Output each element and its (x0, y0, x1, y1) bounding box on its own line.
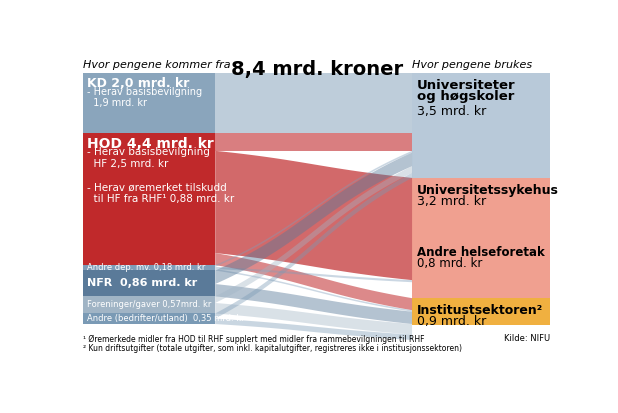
Text: Universiteter: Universiteter (417, 79, 515, 92)
Text: 0,9 mrd. kr: 0,9 mrd. kr (417, 315, 486, 328)
Bar (83, 133, 215, 265)
Text: KD 2,0 mrd. kr: KD 2,0 mrd. kr (87, 76, 190, 90)
Text: Universitetssykehus: Universitetssykehus (417, 184, 559, 197)
Polygon shape (215, 151, 412, 280)
Polygon shape (215, 133, 412, 151)
Polygon shape (215, 253, 412, 310)
Polygon shape (215, 151, 412, 267)
Text: - Herav basisbevilgning
  HF 2,5 mrd. kr

- Herav øremerket tilskudd
  til HF fr: - Herav basisbevilgning HF 2,5 mrd. kr -… (87, 147, 235, 204)
Text: Andre (bedrifter/utland)  0,35 mrd. kr: Andre (bedrifter/utland) 0,35 mrd. kr (87, 314, 244, 323)
Bar (83, 297, 215, 313)
Bar (83, 313, 215, 324)
Text: Andre helseforetak: Andre helseforetak (417, 247, 544, 259)
Polygon shape (215, 166, 412, 303)
Text: Foreninger/gaver 0,57mrd. kr: Foreninger/gaver 0,57mrd. kr (87, 300, 211, 309)
Bar (412, 178, 550, 298)
Polygon shape (215, 318, 412, 340)
Polygon shape (215, 267, 412, 282)
Text: NFR  0,86 mrd. kr: NFR 0,86 mrd. kr (87, 278, 198, 288)
Text: - Herav basisbevilgning
  1,9 mrd. kr: - Herav basisbevilgning 1,9 mrd. kr (87, 86, 203, 108)
Bar (412, 298, 550, 325)
Bar (412, 73, 550, 178)
Bar (83, 271, 215, 297)
Polygon shape (215, 269, 412, 312)
Text: 3,2 mrd. kr: 3,2 mrd. kr (417, 195, 486, 208)
Text: Kilde: NIFU: Kilde: NIFU (504, 335, 550, 344)
Polygon shape (215, 303, 412, 335)
Bar (83, 73, 215, 133)
Text: Andre dep. mv. 0,18 mrd. kr: Andre dep. mv. 0,18 mrd. kr (87, 263, 205, 272)
Text: 8,4 mrd. kroner: 8,4 mrd. kroner (231, 60, 404, 79)
Text: 0,8 mrd. kr: 0,8 mrd. kr (417, 257, 482, 270)
Polygon shape (215, 173, 412, 318)
Text: og høgskoler: og høgskoler (417, 90, 514, 102)
Text: Hvor pengene brukes: Hvor pengene brukes (412, 60, 532, 70)
Polygon shape (215, 73, 412, 133)
Text: 3,5 mrd. kr: 3,5 mrd. kr (417, 105, 486, 118)
Bar (83, 265, 215, 271)
Text: Institustsektoren²: Institustsektoren² (417, 304, 543, 317)
Text: Hvor pengene kommer fra: Hvor pengene kommer fra (83, 60, 231, 70)
Text: ¹ Øremerkede midler fra HOD til RHF supplert med midler fra rammebevilgningen ti: ¹ Øremerkede midler fra HOD til RHF supp… (83, 335, 425, 344)
Polygon shape (215, 284, 412, 324)
Text: HOD 4,4 mrd. kr: HOD 4,4 mrd. kr (87, 137, 214, 151)
Text: ² Kun driftsutgifter (totale utgifter, som inkl. kapitalutgifter, registreres ik: ² Kun driftsutgifter (totale utgifter, s… (83, 344, 462, 353)
Polygon shape (215, 153, 412, 284)
